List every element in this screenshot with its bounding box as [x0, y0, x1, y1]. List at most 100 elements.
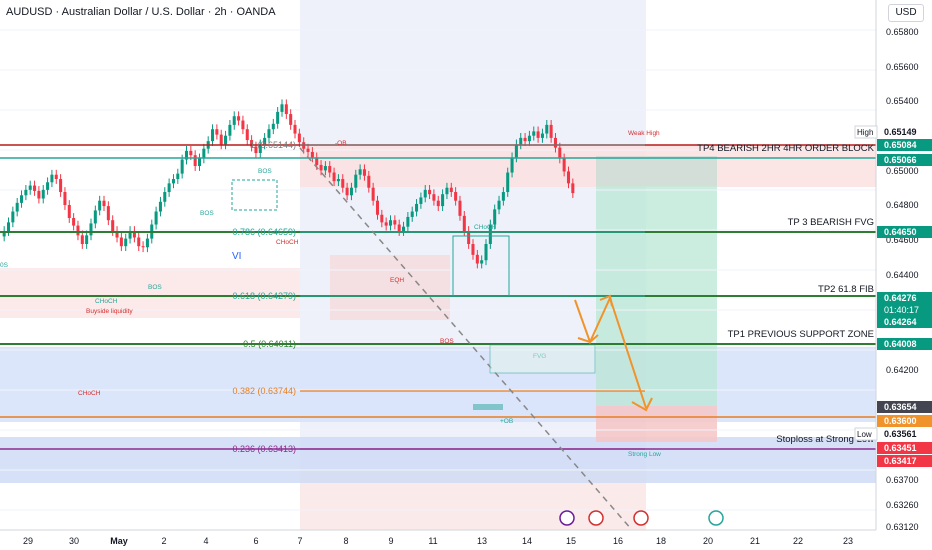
candle-body: [89, 223, 93, 236]
candle-body: [562, 158, 566, 172]
target-box: [596, 156, 717, 406]
candle-body: [436, 200, 440, 207]
price-tick: 0.63260: [886, 500, 919, 510]
price-tag: [877, 126, 932, 138]
price-tag: [877, 401, 932, 413]
candle-body: [280, 104, 284, 112]
tag-label: High: [857, 128, 873, 137]
fib-label: 1 (0.65144): [250, 140, 296, 150]
candle-body: [41, 189, 45, 199]
candle-body: [184, 150, 189, 160]
candle-body: [332, 172, 336, 182]
candle-body: [441, 194, 445, 207]
candle-body: [258, 144, 262, 154]
time-tick: May: [110, 536, 128, 546]
candle-body: [211, 129, 215, 142]
price-tag-value: 0.64264: [884, 317, 917, 327]
strong-low-zone: [0, 437, 876, 483]
candle-body: [397, 224, 401, 232]
candle-body: [375, 200, 380, 215]
structure-label: CHoCH: [78, 390, 101, 397]
fvg-box: [452, 235, 510, 297]
candle-body: [558, 147, 562, 159]
fib-label: 0.382 (0.63744): [232, 386, 296, 396]
candle-body: [497, 200, 501, 210]
price-tick: 0.64600: [886, 235, 919, 245]
fib-label: 0.5 (0.64011): [243, 339, 296, 349]
candle-body: [115, 231, 119, 238]
candle-body: [6, 222, 11, 232]
candle-body: [354, 174, 358, 188]
candle-body: [137, 237, 141, 247]
candle-body: [445, 187, 449, 195]
candle-body: [540, 133, 544, 138]
structure-label: FVG: [533, 353, 546, 360]
candle-body: [388, 220, 393, 226]
candle-body: [284, 104, 288, 115]
candle-body: [189, 150, 193, 156]
time-tick: 20: [703, 536, 713, 546]
support-zone: [0, 347, 876, 422]
fvg-zone-mid: [330, 255, 450, 320]
candle-body: [28, 185, 32, 190]
event-icon: [633, 510, 649, 526]
bos-box: [231, 179, 278, 211]
candle-body: [33, 185, 37, 191]
price-tag-value: 0.64650: [884, 227, 917, 237]
candle-body: [341, 179, 345, 188]
structure-label: CHoCH: [474, 224, 497, 231]
time-tick: 13: [477, 536, 487, 546]
candle-body: [72, 218, 76, 226]
candle-body: [423, 189, 427, 198]
price-tick: 0.64800: [886, 200, 919, 210]
tag-label-bg: [854, 125, 878, 139]
time-tick: 22: [793, 536, 803, 546]
candle-body: [167, 183, 171, 193]
price-tag: [877, 415, 932, 427]
candle-body: [523, 137, 527, 142]
structure-label: BOS: [258, 168, 272, 175]
price-tick: 0.65000: [886, 166, 919, 176]
candle-body: [371, 187, 375, 201]
candle-body: [180, 159, 184, 174]
currency-button[interactable]: USD: [888, 4, 924, 22]
candle-body: [37, 190, 41, 199]
structure-label: BOS: [440, 338, 454, 345]
candle-body: [501, 192, 505, 201]
candle-body: [527, 135, 531, 142]
fib-label: 0.786 (0.64659): [232, 227, 296, 237]
candle-body: [276, 111, 280, 124]
structure-label: BOS: [148, 284, 162, 291]
candle-body: [24, 189, 28, 196]
stop-box: [596, 406, 717, 442]
candle-body: [428, 189, 432, 195]
candle-body: [232, 116, 236, 125]
tag-label: Low: [857, 430, 872, 439]
structure-label: CHoCH: [276, 239, 299, 246]
candle-body: [128, 231, 132, 239]
candle-body: [141, 246, 145, 248]
candle-body: [384, 222, 388, 226]
candle-body: [349, 187, 353, 196]
candle-body: [566, 171, 571, 184]
candle-body: [549, 124, 553, 138]
level-annotation: TP2 61.8 FIB: [818, 284, 874, 295]
time-tick: 2: [161, 536, 166, 546]
price-tag-value: 0.63561: [884, 429, 917, 439]
event-icon: [559, 510, 575, 526]
event-icon: [708, 510, 724, 526]
order-block-zone: [300, 145, 876, 187]
candle-body: [119, 237, 123, 247]
candle-body: [176, 173, 180, 180]
candle-body: [323, 166, 327, 171]
candle-body: [419, 197, 423, 204]
time-tick: 23: [843, 536, 853, 546]
candle-body: [50, 174, 54, 183]
candle-body: [15, 202, 19, 212]
candle-body: [315, 157, 319, 165]
fib-label: 0.236 (0.63413): [232, 444, 296, 454]
time-tick: 21: [750, 536, 760, 546]
candle-body: [297, 133, 301, 143]
candle-body: [245, 129, 249, 141]
